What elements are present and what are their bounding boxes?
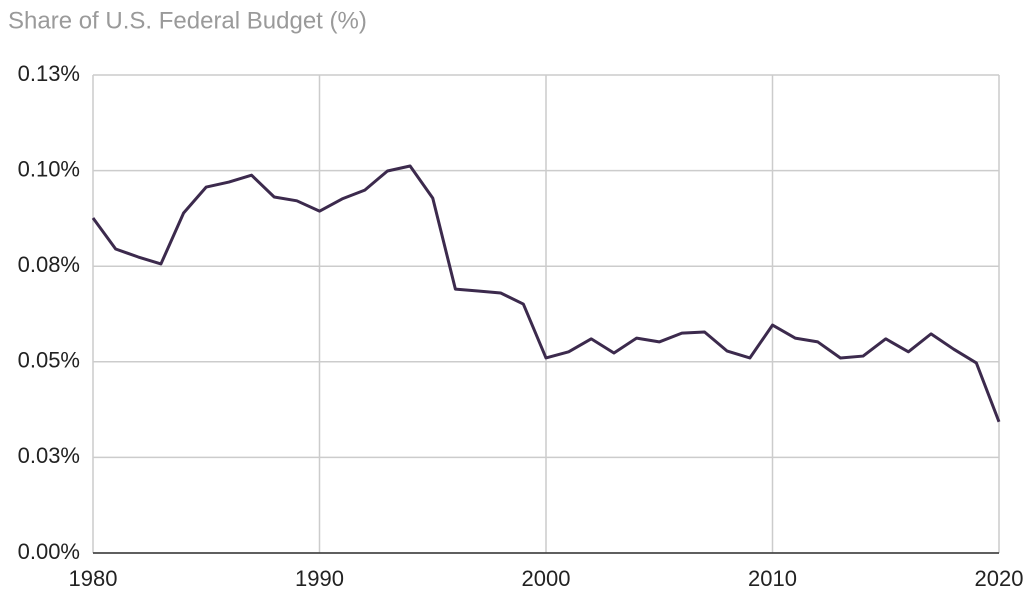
x-tick-label: 2000	[522, 566, 571, 591]
y-tick-label: 0.08%	[18, 252, 80, 277]
line-series	[91, 164, 1001, 423]
chart-title: Share of U.S. Federal Budget (%)	[8, 7, 367, 34]
x-tick-label: 2020	[975, 566, 1024, 591]
x-tick-label: 1990	[295, 566, 344, 591]
x-tick-label: 2010	[748, 566, 797, 591]
y-tick-label: 0.13%	[18, 61, 80, 86]
y-tick-label: 0.05%	[18, 348, 80, 373]
y-tick-label: 0.03%	[18, 443, 80, 468]
x-tick-label: 1980	[69, 566, 118, 591]
y-tick-label: 0.00%	[18, 539, 80, 564]
y-tick-label: 0.10%	[18, 156, 80, 181]
